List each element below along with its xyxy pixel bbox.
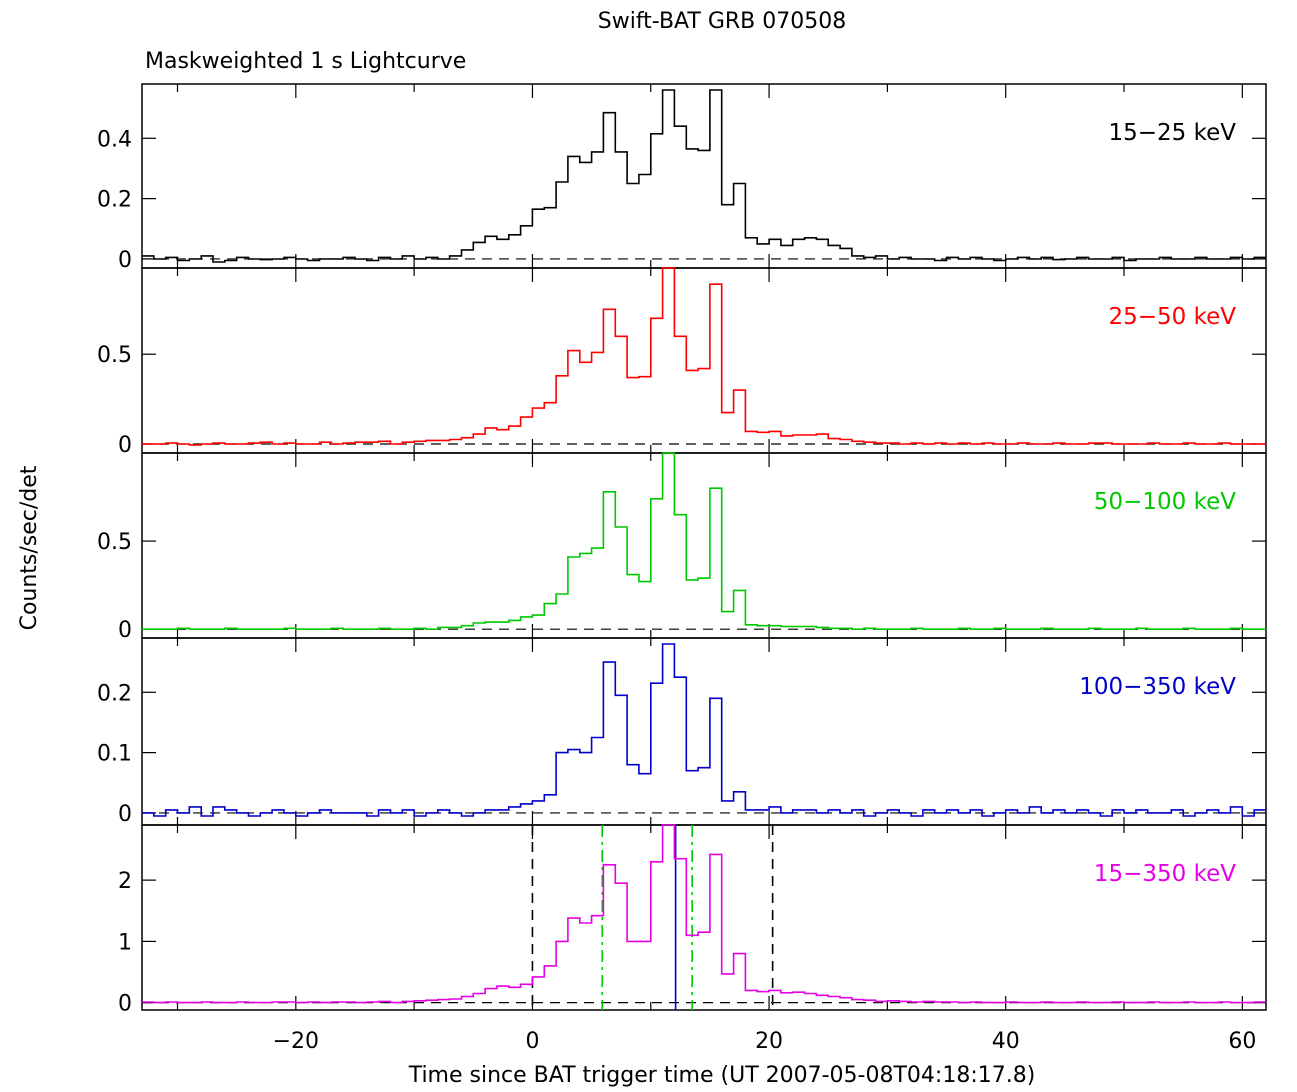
y-tick-label: 0.2	[97, 188, 132, 213]
series-line	[142, 89, 1266, 263]
panel-4: 0 0.1 0.2 100−350 keV	[97, 637, 1267, 827]
y-tick-label: 0.2	[97, 681, 132, 706]
panel-frame	[141, 637, 1267, 826]
panel-frame	[141, 267, 1267, 454]
x-tick-label: 60	[1228, 1029, 1256, 1054]
band-label: 50−100 keV	[1094, 489, 1236, 515]
y-tick-label: 0	[118, 433, 132, 458]
x-tick-label: −20	[273, 1029, 319, 1054]
band-label: 15−350 keV	[1094, 861, 1236, 887]
y-axis-label: Counts/sec/det	[17, 465, 42, 630]
series-line	[142, 824, 1266, 1004]
x-tick-label: 40	[992, 1029, 1020, 1054]
y-tick-label: 0.5	[97, 343, 132, 368]
series-line	[142, 643, 1266, 817]
band-label: 15−25 keV	[1109, 120, 1237, 146]
panels-group: 0 0.2 0.4 15−25 keV 0 0.5 25−50 keV 0 0.5 50−100 …	[97, 83, 1267, 1054]
chart-title: Swift-BAT GRB 070508	[598, 9, 846, 34]
y-tick-label: 0	[118, 248, 132, 273]
series-line	[142, 267, 1266, 446]
band-label: 100−350 keV	[1079, 674, 1236, 700]
panel-5: 0 1 2 15−350 keV	[118, 824, 1267, 1017]
y-tick-label: 0.4	[97, 127, 132, 152]
y-tick-label: 0	[118, 992, 132, 1017]
y-tick-label: 2	[118, 869, 132, 894]
band-label: 25−50 keV	[1109, 304, 1237, 330]
chart-subtitle: Maskweighted 1 s Lightcurve	[145, 49, 466, 74]
panel-2: 0 0.5 25−50 keV	[97, 267, 1267, 458]
panel-1: 0 0.2 0.4 15−25 keV	[97, 83, 1267, 273]
y-tick-label: 1	[118, 930, 132, 955]
panel-3: 0 0.5 50−100 keV	[97, 452, 1267, 643]
y-tick-label: 0.5	[97, 530, 132, 555]
panel-frame	[141, 824, 1267, 1011]
x-axis-label: Time since BAT trigger time (UT 2007-05-…	[408, 1063, 1036, 1088]
x-tick-label: 20	[755, 1029, 783, 1054]
y-tick-label: 0.1	[97, 742, 132, 767]
y-tick-label: 0	[118, 802, 132, 827]
panel-frame	[141, 83, 1267, 269]
panel-frame	[141, 452, 1267, 639]
x-tick-label: 0	[525, 1029, 539, 1054]
series-line	[142, 452, 1266, 630]
y-tick-label: 0	[118, 618, 132, 643]
